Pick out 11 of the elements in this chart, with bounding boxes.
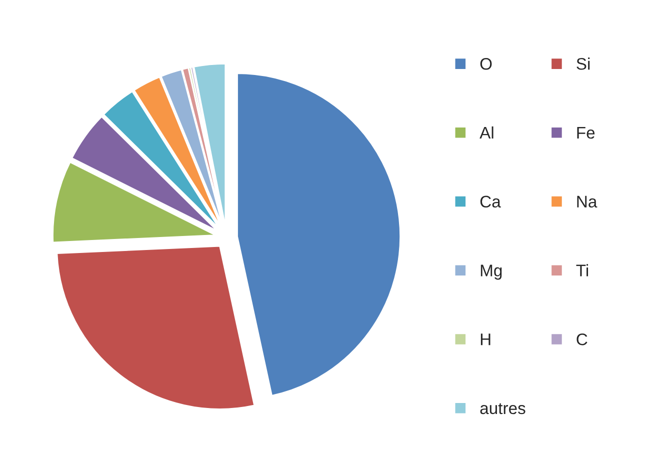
legend-label: autres (480, 403, 526, 414)
legend-label: Mg (480, 264, 502, 280)
legend-label: O (480, 58, 492, 70)
legend-label: Na (577, 196, 598, 208)
legend-label: Si (576, 58, 590, 70)
legend-label: Fe (577, 127, 595, 139)
legend-label: C (576, 333, 588, 346)
legend-label: Ti (576, 264, 588, 276)
legend-label: Ca (480, 196, 501, 208)
legend-label: Al (480, 126, 494, 139)
legend-label: H (480, 334, 490, 346)
